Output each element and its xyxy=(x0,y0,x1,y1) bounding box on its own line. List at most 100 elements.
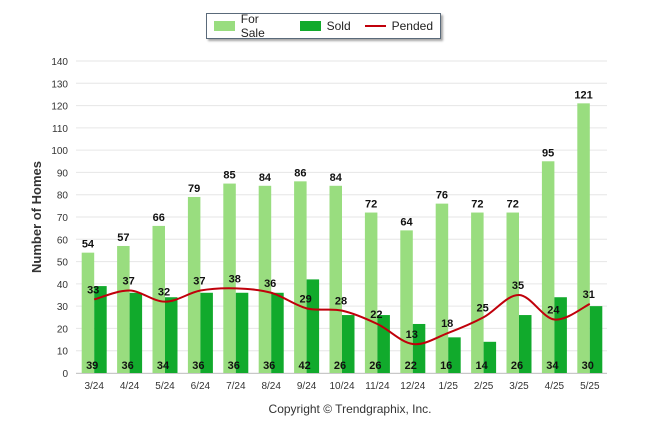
data-label-for-sale: 95 xyxy=(542,147,554,159)
bar-sold xyxy=(235,292,249,373)
data-labels: 54 39 57 36 66 34 79 36 85 36 84 36 86 42 84 26 72 26 64 22… xyxy=(82,89,595,372)
data-label-pended: 35 xyxy=(512,280,524,292)
data-label-sold: 26 xyxy=(369,360,381,372)
x-tick-label: 4/24 xyxy=(120,381,140,392)
data-label-for-sale: 66 xyxy=(153,212,165,224)
data-label-for-sale: 72 xyxy=(471,199,483,211)
y-tick-label: 20 xyxy=(57,324,69,335)
x-tick-label: 6/24 xyxy=(191,381,211,392)
y-tick-label: 120 xyxy=(51,102,68,113)
bar-for-sale xyxy=(258,185,272,373)
data-label-sold: 26 xyxy=(334,360,346,372)
bar-sold xyxy=(448,337,461,373)
y-tick-label: 90 xyxy=(57,168,69,179)
data-label-sold: 34 xyxy=(157,360,170,372)
bar-sold xyxy=(342,315,355,373)
bar-for-sale xyxy=(577,103,590,373)
y-tick-label: 130 xyxy=(51,79,68,90)
x-tick-label: 12/24 xyxy=(400,381,425,392)
data-label-for-sale: 84 xyxy=(259,172,272,184)
data-label-pended: 36 xyxy=(264,278,276,290)
pended-line xyxy=(93,287,591,346)
data-label-sold: 26 xyxy=(511,360,523,372)
legend-item-pended: Pended xyxy=(364,19,433,33)
bar-for-sale xyxy=(81,252,95,373)
data-label-pended: 13 xyxy=(406,329,418,341)
data-label-for-sale: 79 xyxy=(188,183,200,195)
y-tick-label: 60 xyxy=(57,235,69,246)
data-label-sold: 36 xyxy=(192,360,204,372)
data-label-pended: 31 xyxy=(583,289,595,301)
bar-for-sale xyxy=(223,183,236,373)
legend-item-sold: Sold xyxy=(299,19,351,33)
bar-sold xyxy=(165,297,178,373)
data-label-sold: 36 xyxy=(228,360,240,372)
y-tick-label: 0 xyxy=(62,369,68,380)
bar-for-sale xyxy=(541,161,555,373)
data-label-pended: 29 xyxy=(299,293,311,305)
y-tick-label: 50 xyxy=(57,258,69,269)
bars xyxy=(81,103,603,373)
bar-sold xyxy=(554,297,567,373)
bar-sold xyxy=(483,341,497,373)
x-tick-label: 8/24 xyxy=(261,381,281,392)
data-label-pended: 38 xyxy=(229,273,241,285)
bar-for-sale xyxy=(400,230,413,373)
x-tick-label: 5/25 xyxy=(580,381,600,392)
legend-swatch-for-sale xyxy=(214,21,235,31)
chart-legend: For Sale Sold Pended xyxy=(206,12,441,40)
bar-sold xyxy=(129,292,143,373)
x-tick-label: 1/25 xyxy=(438,381,458,392)
legend-label-pended: Pended xyxy=(391,19,433,33)
data-label-sold: 30 xyxy=(582,360,594,372)
data-label-for-sale: 57 xyxy=(117,232,129,244)
x-tick-label: 7/24 xyxy=(226,381,246,392)
data-label-sold: 36 xyxy=(121,360,133,372)
data-label-pended: 37 xyxy=(122,276,134,288)
y-tick-label: 70 xyxy=(57,213,69,224)
data-label-for-sale: 76 xyxy=(436,190,448,202)
data-label-for-sale: 86 xyxy=(294,167,306,179)
bar-for-sale xyxy=(364,212,378,373)
bar-for-sale xyxy=(117,245,130,373)
data-label-pended: 18 xyxy=(441,318,453,330)
y-tick-label: 140 xyxy=(51,57,68,68)
data-label-sold: 34 xyxy=(546,360,559,372)
data-label-pended: 37 xyxy=(193,276,205,288)
data-label-sold: 22 xyxy=(405,360,417,372)
x-tick-label: 4/25 xyxy=(545,381,565,392)
bar-for-sale xyxy=(187,196,201,373)
y-axis-label: Number of Homes xyxy=(29,161,44,273)
data-label-for-sale: 85 xyxy=(223,170,235,182)
data-label-for-sale: 72 xyxy=(365,199,377,211)
bar-sold xyxy=(271,292,284,373)
data-label-for-sale: 121 xyxy=(574,89,592,101)
bar-for-sale xyxy=(329,185,342,373)
data-label-sold: 39 xyxy=(86,360,98,372)
data-label-pended: 33 xyxy=(87,284,99,296)
x-tick-label: 3/24 xyxy=(84,381,104,392)
data-label-pended: 28 xyxy=(335,296,347,308)
x-tick-label: 9/24 xyxy=(297,381,317,392)
x-tick-label: 3/25 xyxy=(509,381,529,392)
y-axis: 0 10 20 30 40 50 60 70 80 90 100 110 120 130 140 xyxy=(51,57,607,380)
legend-label-sold: Sold xyxy=(326,19,351,33)
bar-sold xyxy=(306,279,320,373)
bar-for-sale xyxy=(435,203,449,373)
data-label-for-sale: 64 xyxy=(400,216,413,228)
bar-sold xyxy=(200,292,213,373)
y-tick-label: 110 xyxy=(52,124,68,135)
x-axis: 3/24 4/24 5/24 6/24 7/24 8/24 9/24 10/24 11/24 12… xyxy=(84,381,600,392)
legend-item-for-sale: For Sale xyxy=(214,12,286,40)
x-tick-label: 11/24 xyxy=(365,381,390,392)
data-label-for-sale: 54 xyxy=(82,239,95,251)
bar-sold xyxy=(589,306,603,373)
data-label-sold: 42 xyxy=(298,360,310,372)
copyright-footer: Copyright © Trendgraphix, Inc. xyxy=(269,402,432,416)
bar-sold xyxy=(412,323,426,373)
data-label-pended: 24 xyxy=(547,305,560,317)
bar-for-sale xyxy=(294,181,307,373)
data-label-for-sale: 72 xyxy=(507,199,519,211)
